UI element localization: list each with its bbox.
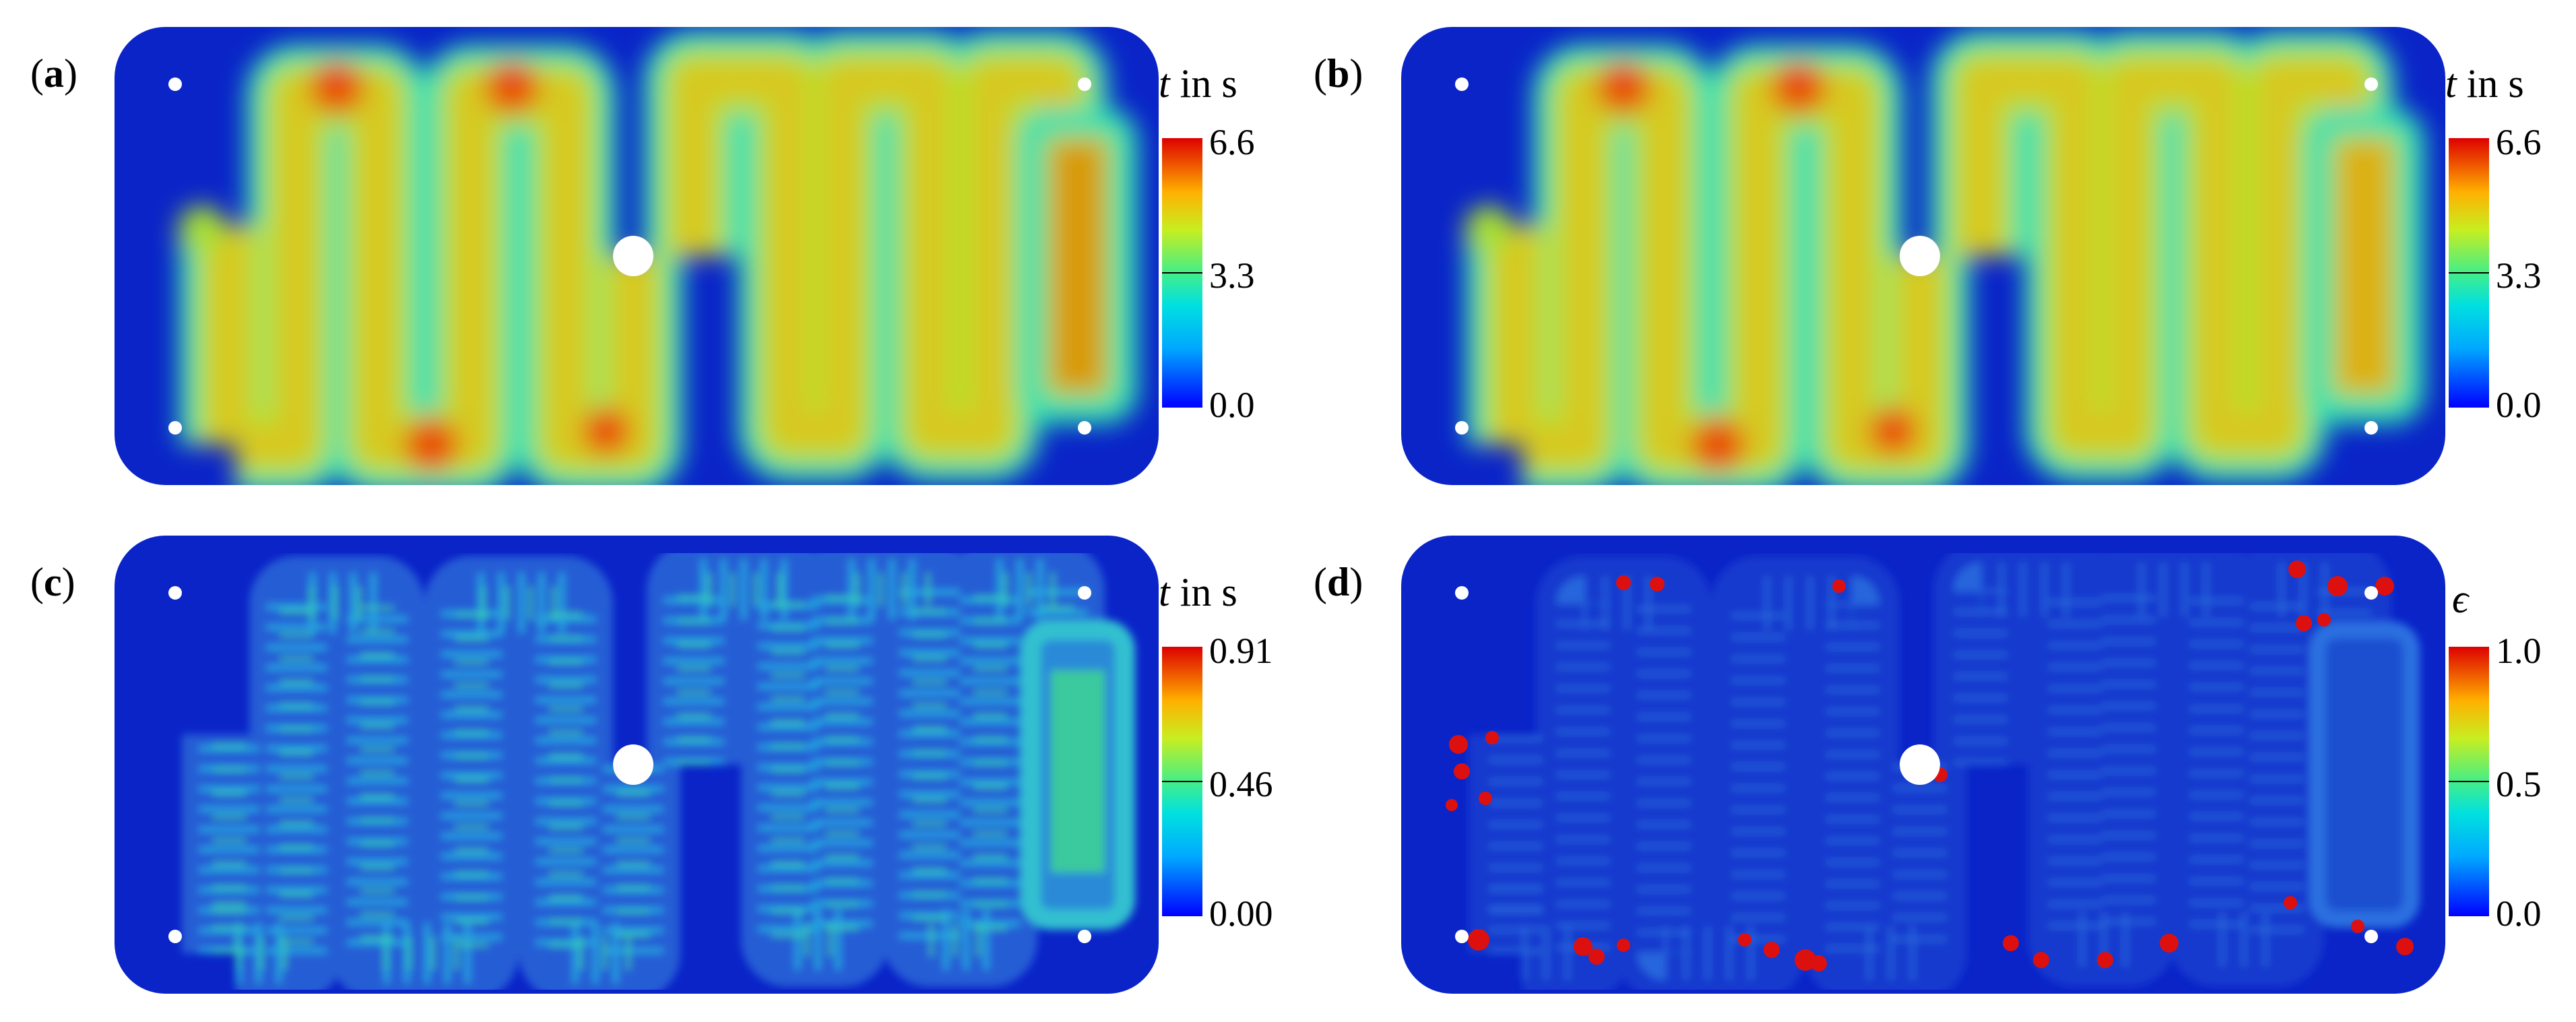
colorbar-title-a: t in s (1159, 61, 1237, 106)
corner-hole (2364, 77, 2378, 91)
colorbar-title-c: t in s (1159, 570, 1237, 614)
corner-hole (168, 77, 182, 91)
colorbar-tick-max: 6.6 (2496, 122, 2542, 162)
colorbar-tick-mid: 0.5 (2496, 764, 2542, 804)
plate-a (115, 27, 1159, 485)
difference-field (229, 589, 1125, 953)
plate-d (1401, 536, 2445, 994)
corner-hole (168, 421, 182, 435)
corner-hole (1078, 421, 1091, 435)
corner-hole (1455, 421, 1469, 435)
high-error-spots (1446, 561, 2414, 971)
colorbar-c (1162, 647, 1202, 916)
inlet-hole (1900, 236, 1940, 276)
colorbar-title-b: t in s (2445, 61, 2524, 106)
corner-hole (2364, 421, 2378, 435)
flow-field (1465, 61, 2412, 472)
colorbar-a (1162, 138, 1202, 408)
flow-field (179, 61, 1125, 472)
colorbar-b (2449, 138, 2489, 408)
corner-hole (2364, 930, 2378, 943)
corner-hole (1455, 586, 1469, 600)
panel-label-d: (d) (1314, 560, 1363, 604)
corner-hole (1078, 77, 1091, 91)
plate-c (115, 536, 1159, 994)
plate-b (1401, 27, 2445, 485)
colorbar-tick-min: 0.00 (1209, 893, 1273, 934)
colorbar-tick-mid: 3.3 (2496, 255, 2542, 296)
panel-label-a: (a) (30, 51, 77, 96)
corner-hole (1455, 77, 1469, 91)
colorbar-tick-min: 0.0 (2496, 385, 2542, 425)
inlet-hole (1900, 744, 1940, 785)
corner-hole (1078, 586, 1091, 600)
colorbar-tick-max: 0.91 (1209, 631, 1273, 671)
inlet-hole (613, 744, 653, 785)
corner-hole (1455, 930, 1469, 943)
colorbar-tick-max: 6.6 (1209, 122, 1255, 162)
colorbar-tick-min: 0.0 (2496, 893, 2542, 934)
panel-label-b: (b) (1314, 51, 1363, 96)
panel-label-c: (c) (30, 560, 75, 604)
colorbar-tick-min: 0.0 (1209, 385, 1255, 425)
corner-hole (168, 586, 182, 600)
colorbar-tick-max: 1.0 (2496, 631, 2542, 671)
colorbar-d (2449, 647, 2489, 916)
corner-hole (168, 930, 182, 943)
error-field (1516, 589, 2412, 953)
colorbar-title-d: ϵ (2452, 577, 2469, 621)
corner-hole (2364, 586, 2378, 600)
colorbar-tick-mid: 3.3 (1209, 255, 1255, 296)
colorbar-tick-mid: 0.46 (1209, 764, 1273, 804)
inlet-hole (613, 236, 653, 276)
corner-hole (1078, 930, 1091, 943)
